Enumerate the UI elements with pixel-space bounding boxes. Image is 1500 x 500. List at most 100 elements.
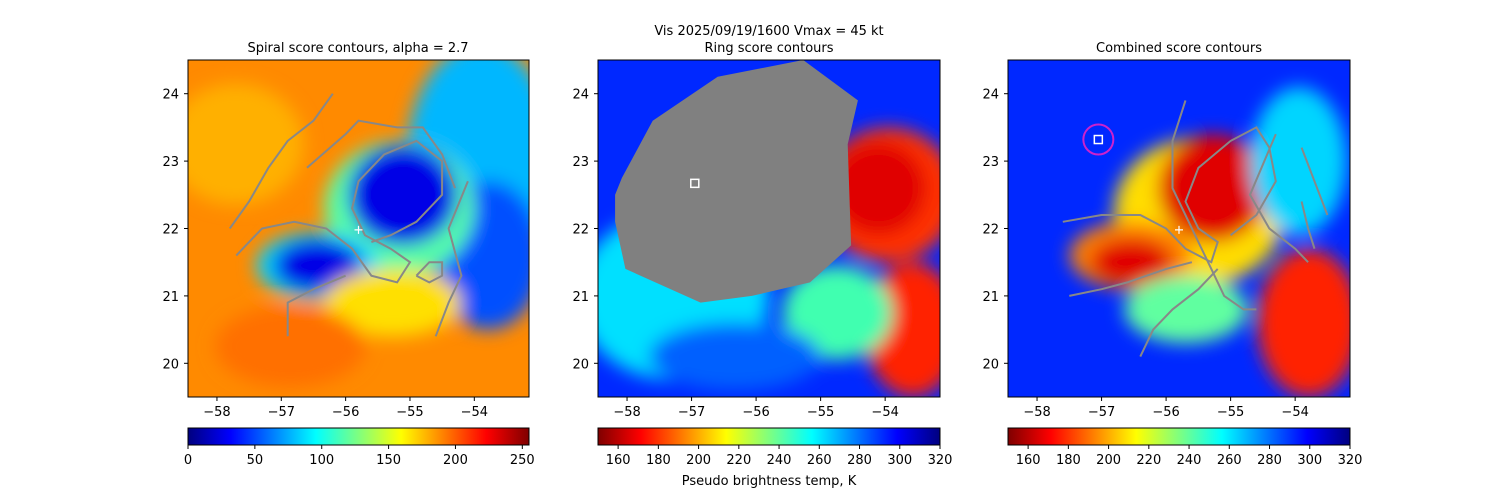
colorbar-tick-label: 280 [1257,453,1282,468]
y-tick-label: 20 [982,357,999,372]
y-tick-label: 21 [982,290,999,305]
y-tick-label: 23 [162,155,179,170]
colorbar-tick-label: 180 [1056,453,1081,468]
contour-line [1139,268,1219,358]
panel-title: Spiral score contours, alpha = 2.7 [247,41,468,56]
y-tick-label: 21 [162,290,179,305]
axis-ticks: −58 −57 −56 −55 −54 20 21 22 23 24 [162,88,488,420]
colorbar-tick-label: 100 [309,453,334,468]
heatmap-blob [1257,248,1350,397]
heatmap-blob [782,265,893,360]
colorbar-tick-label: 200 [686,453,711,468]
colorbar-tick-label: 160 [1016,453,1041,468]
colorbar-tick-label: 240 [1177,453,1202,468]
colorbar-tick-label: 320 [928,453,953,468]
heatmap-blob [830,140,927,236]
ring-mask [615,60,858,303]
x-tick-label: −55 [807,405,834,420]
colorbar: 160 180 200 220 240 260 280 300 320 [1007,427,1363,468]
contour-line [286,274,346,337]
heatmap-image [1008,60,1350,397]
center-plus-marker [1175,225,1183,234]
y-tick-label: 24 [982,88,999,103]
y-tick-label: 23 [572,155,589,170]
y-tick-label: 22 [162,223,179,238]
heatmap-image [598,60,940,397]
colorbar-tick-label: 320 [1338,453,1363,468]
x-tick-label: −56 [332,405,359,420]
center-square-marker [690,178,700,189]
colorbar-tick-label: 50 [247,453,264,468]
x-tick-label: −54 [461,405,488,420]
heatmap-blob [215,306,366,387]
y-tick-label: 20 [572,357,589,372]
x-tick-label: −58 [1023,405,1050,420]
heatmap-blob [1090,238,1173,286]
y-tick-label: 24 [572,88,589,103]
heatmap-blob [348,144,458,246]
panel-spiral: Spiral score contours, alpha = 2.7 −58 −5… [162,41,557,468]
x-tick-label: −57 [1088,405,1115,420]
colorbar-tick-label: 260 [807,453,832,468]
colorbar-tick-label: 220 [1136,453,1161,468]
colorbar-tick-label: 200 [443,453,468,468]
x-tick-label: −55 [396,405,423,420]
panel-combined: Combined score contours −58 −57 −56 −55 −54 2… [982,41,1362,468]
heatmap-blob [324,268,461,337]
contour-line [1069,261,1193,297]
colorbar-gradient [597,427,941,446]
colorbar-tick-label: 300 [887,453,912,468]
colorbar-tick-label: 160 [606,453,631,468]
contour-line [228,93,334,230]
x-tick-label: −58 [203,405,230,420]
contour-line [1062,126,1277,264]
plot-area[interactable] [1007,59,1360,398]
figure-suptitle: Vis 2025/09/19/1600 Vmax = 45 kt [654,24,883,39]
y-tick-label: 22 [982,223,999,238]
heatmap-blob [1124,275,1248,344]
contour-line [1300,201,1316,250]
colorbar-tick-label: 0 [184,453,192,468]
x-tick-label: −54 [871,405,898,420]
axis-ticks: −58 −57 −56 −55 −54 20 21 22 23 24 [572,88,898,420]
colorbar-tick-label: 150 [376,453,401,468]
colorbar-tick-label: 300 [1297,453,1322,468]
x-tick-label: −54 [1281,405,1308,420]
y-tick-label: 23 [982,155,999,170]
panel-title: Ring score contours [704,41,833,56]
colorbar-gradient [187,427,530,446]
center-ring-marker [1082,123,1115,156]
panel-title: Combined score contours [1096,41,1262,56]
center-plus-marker [354,225,363,234]
x-tick-label: −56 [1152,405,1179,420]
colorbar-tick-label: 240 [767,453,792,468]
axis-ticks: −58 −57 −56 −55 −54 20 21 22 23 24 [982,88,1308,420]
panel-ring: Ring score contours −58 −57 −56 −55 −54 20 21 2… [572,41,960,489]
colorbar-tick-label: 250 [510,453,535,468]
contour-line [1171,100,1257,311]
heatmap-blob [1250,86,1347,236]
y-tick-label: 21 [572,290,589,305]
plot-area[interactable] [168,43,557,398]
center-square-marker [1093,134,1104,145]
x-tick-label: −55 [1217,405,1244,420]
x-tick-label: −57 [678,405,705,420]
heatmap-blob [649,322,821,391]
heatmap-image [188,60,529,397]
x-tick-label: −57 [268,405,295,420]
plot-area[interactable] [577,59,960,398]
contour-line [306,119,456,189]
colorbar-tick-label: 260 [1217,453,1242,468]
colorbar-tick-label: 280 [847,453,872,468]
contour-line [434,180,469,337]
y-tick-label: 24 [162,88,179,103]
colorbar-tick-label: 200 [1096,453,1121,468]
colorbar-gradient [1007,427,1351,446]
colorbar: 160 180 200 220 240 260 280 300 320 [597,427,953,468]
x-tick-label: −58 [613,405,640,420]
y-tick-label: 20 [162,357,179,372]
colorbar: 0 50 100 150 200 250 [184,427,535,468]
contour-line [1248,133,1309,263]
colorbar-tick-label: 180 [646,453,671,468]
